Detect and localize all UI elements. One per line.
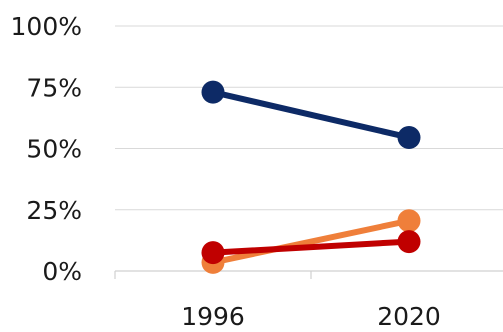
y-tick-label: 0% (42, 257, 82, 286)
series-line (210, 238, 412, 256)
y-tick-label: 100% (11, 12, 82, 41)
x-tick-label: 2020 (377, 302, 441, 331)
series-line (210, 217, 412, 266)
x-tick-label: 1996 (181, 302, 245, 331)
data-point (397, 230, 421, 254)
y-tick-label: 25% (26, 196, 82, 225)
data-point (397, 125, 421, 149)
data-point (201, 80, 225, 104)
series-group (201, 80, 421, 274)
gridlines (115, 25, 503, 211)
y-axis-tick-labels: 0% 25% 50% 75% 100% (11, 12, 82, 286)
y-tick-label: 50% (26, 135, 82, 164)
x-axis (114, 270, 503, 279)
data-point (201, 241, 225, 265)
series-line (210, 89, 412, 141)
x-axis-tick-labels: 1996 2020 (181, 302, 441, 331)
data-point (397, 209, 421, 233)
y-tick-label: 75% (26, 73, 82, 102)
